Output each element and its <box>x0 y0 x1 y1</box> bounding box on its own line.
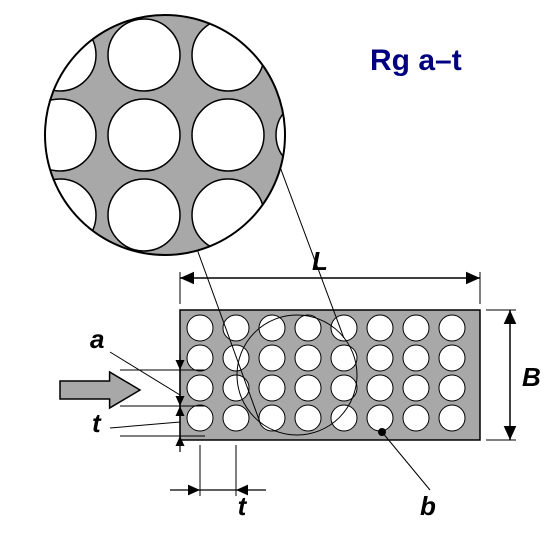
plate-hole <box>439 345 465 371</box>
plate-hole <box>295 375 321 401</box>
magnifier-hole <box>108 179 180 251</box>
magnifier-hole <box>276 99 348 171</box>
plate-hole <box>439 315 465 341</box>
plate-hole <box>223 405 249 431</box>
plate-hole <box>439 405 465 431</box>
callout-b: b <box>378 428 436 521</box>
plate-hole <box>259 405 285 431</box>
plate-hole <box>367 375 393 401</box>
label-L: L <box>312 246 328 276</box>
plate-hole <box>295 405 321 431</box>
magnifier-hole <box>108 99 180 171</box>
plate-hole <box>367 405 393 431</box>
plate-hole <box>259 345 285 371</box>
plate-hole <box>331 405 357 431</box>
plate-hole <box>367 345 393 371</box>
plate-hole <box>259 315 285 341</box>
plate-hole <box>223 345 249 371</box>
plate-hole <box>403 405 429 431</box>
plate-hole <box>223 375 249 401</box>
magnifier-hole <box>108 19 180 91</box>
direction-arrow <box>60 372 140 408</box>
plate-hole <box>295 345 321 371</box>
plate <box>180 310 480 440</box>
plate-hole <box>223 315 249 341</box>
plate-hole <box>187 345 213 371</box>
label-a: a <box>90 324 104 354</box>
magnifier-view <box>24 13 348 257</box>
plate-hole <box>403 375 429 401</box>
plate-hole <box>187 405 213 431</box>
perforation-diagram: Rg a–t L Bt b a t <box>0 0 550 550</box>
magnifier-hole <box>24 99 96 171</box>
magnifier-hole <box>24 179 96 251</box>
plate-hole <box>403 345 429 371</box>
plate-hole <box>367 315 393 341</box>
magnifier-hole <box>276 19 348 91</box>
plate-hole <box>187 315 213 341</box>
label-t-bottom: t <box>238 491 248 521</box>
diagram-title: Rg a–t <box>370 44 462 77</box>
magnifier-hole <box>276 179 348 251</box>
magnifier-hole <box>24 19 96 91</box>
dim-B: B <box>486 310 541 440</box>
plate-hole <box>439 375 465 401</box>
label-b: b <box>420 491 436 521</box>
magnifier-hole <box>192 99 264 171</box>
plate-hole <box>403 315 429 341</box>
dim-L: L <box>180 246 480 304</box>
plate-hole <box>331 345 357 371</box>
plate-hole <box>259 375 285 401</box>
dim-t-bottom: t <box>170 445 266 521</box>
label-t-left: t <box>92 408 102 438</box>
label-B: B <box>522 362 541 392</box>
plate-hole <box>187 375 213 401</box>
